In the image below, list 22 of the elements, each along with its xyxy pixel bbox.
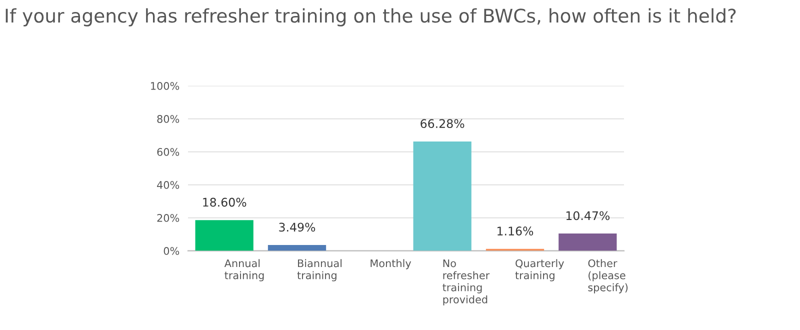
data-label: 18.60% xyxy=(203,198,246,207)
y-tick-label: 20% xyxy=(157,214,180,222)
y-tick-label: 80% xyxy=(157,115,180,123)
bar xyxy=(195,220,254,251)
bar xyxy=(268,245,326,251)
bar xyxy=(558,234,617,251)
x-tick-label: Monthly xyxy=(370,259,412,270)
x-tick-label: No refresher training provided xyxy=(442,259,490,306)
data-label: 10.47% xyxy=(566,211,610,220)
bar xyxy=(413,141,472,251)
data-label: 1.16% xyxy=(498,226,534,236)
y-tick-label: 40% xyxy=(157,181,180,189)
x-tick-label: Other (please specify) xyxy=(588,259,628,294)
x-tick-label: Biannual training xyxy=(297,259,342,282)
x-tick-label: Annual training xyxy=(224,259,264,282)
y-tick-label: 100% xyxy=(151,82,180,90)
data-label: 3.49% xyxy=(279,222,316,232)
chart-title: If your agency has refresher training on the use of BWCs, how often is it held? xyxy=(6,8,736,26)
x-tick-label: Quarterly training xyxy=(515,259,564,282)
y-tick-label: 60% xyxy=(157,148,180,156)
data-label: 66.28% xyxy=(420,119,464,128)
y-tick-label: 0% xyxy=(164,247,180,255)
